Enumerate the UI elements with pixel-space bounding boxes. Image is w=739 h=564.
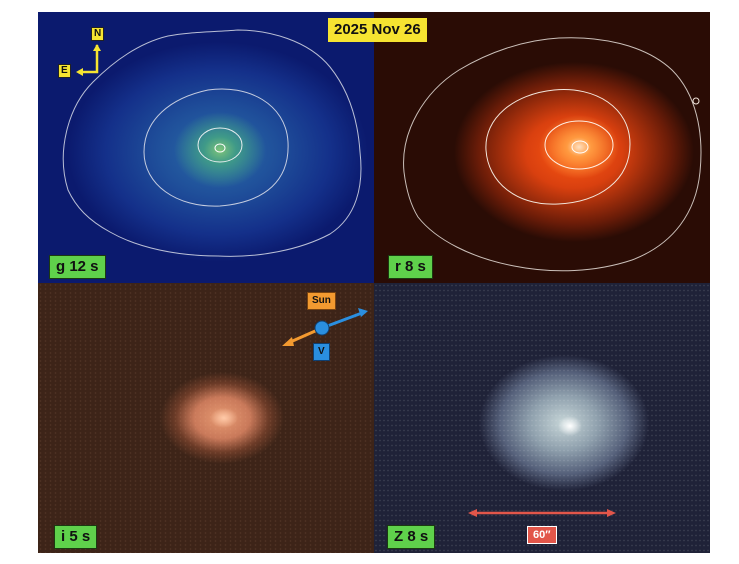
sun-direction-label: Sun bbox=[307, 292, 336, 310]
g-band-image bbox=[38, 12, 374, 283]
compass-east-label: E bbox=[58, 64, 71, 78]
observation-date: 2025 Nov 26 bbox=[328, 18, 427, 42]
i-band-label: i 5 s bbox=[54, 525, 98, 549]
z-band-label: Z 8 s bbox=[387, 525, 436, 549]
velocity-direction-label: V bbox=[313, 343, 330, 361]
scale-bar-label: 60″ bbox=[527, 526, 557, 544]
compass-north-label: N bbox=[91, 27, 105, 41]
r-band-label: r 8 s bbox=[388, 255, 433, 279]
r-isophote-contours bbox=[403, 37, 702, 272]
z-band-image bbox=[374, 283, 710, 553]
i-band-image bbox=[38, 283, 374, 553]
r-band-image bbox=[374, 12, 710, 283]
g-isophote-contours bbox=[62, 29, 362, 257]
g-band-label: g 12 s bbox=[49, 255, 106, 279]
